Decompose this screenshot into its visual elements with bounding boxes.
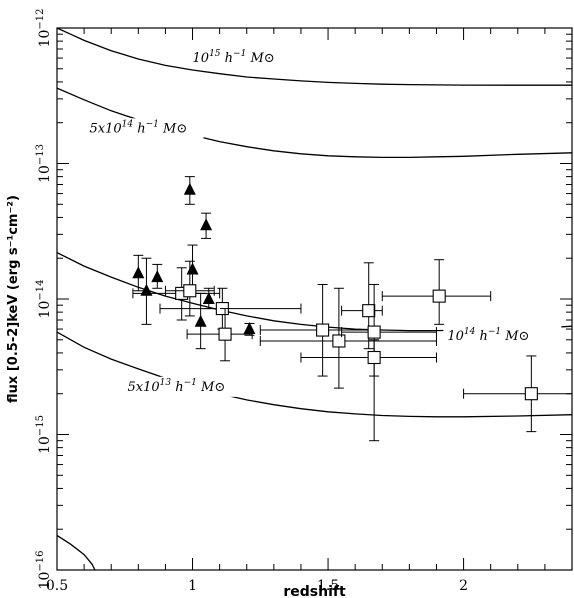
- square-point: [524, 387, 538, 401]
- triangle-point: [151, 270, 164, 283]
- triangle-point: [186, 262, 199, 275]
- y-tick-label: 10−13: [35, 144, 53, 183]
- triangle-point: [140, 283, 153, 296]
- x-tick-label: 2: [459, 578, 468, 594]
- curve-label: 1014 h−1 M⊙: [447, 327, 529, 344]
- square-point: [316, 323, 330, 337]
- curve-label-background: [188, 48, 307, 69]
- triangle-point: [194, 314, 207, 327]
- triangle-point: [200, 218, 213, 231]
- x-tick-label: 1.5: [317, 578, 339, 594]
- square-point: [332, 334, 346, 348]
- curve-label-background: [443, 325, 562, 346]
- x-axis-label: redshift: [283, 584, 346, 598]
- curve-label-background: [123, 376, 242, 397]
- curve-label-background: [85, 118, 204, 139]
- square-point: [218, 327, 232, 341]
- square-point: [367, 325, 381, 339]
- curve-label: 5x1014 h−1 M⊙: [90, 119, 188, 136]
- mass-limit-curve: [56, 331, 573, 418]
- y-axis-label: flux [0.5-2]keV (erg s⁻¹cm⁻²): [6, 195, 21, 403]
- x-tick-label: 1: [188, 578, 197, 594]
- y-tick-label: 10−12: [35, 9, 53, 48]
- x-tick-label: 0.5: [46, 578, 68, 594]
- triangle-point: [132, 266, 145, 279]
- y-tick-label: 10−14: [35, 280, 53, 319]
- square-point: [432, 289, 446, 303]
- mass-limit-curve: [56, 27, 572, 86]
- y-tick-label: 10−15: [35, 415, 53, 454]
- curve-label: 5x1013 h−1 M⊙: [127, 378, 225, 395]
- square-point: [367, 350, 381, 365]
- triangle-point: [183, 182, 196, 195]
- y-tick-label: 10−16: [35, 551, 53, 590]
- square-point: [183, 284, 197, 298]
- triangle-point: [202, 292, 215, 304]
- mass-limit-curve: [56, 534, 96, 571]
- plot-frame: [56, 27, 573, 571]
- curve-label: 1015 h−1 M⊙: [193, 49, 275, 66]
- square-point: [362, 304, 376, 318]
- mass-limit-curve: [56, 252, 573, 332]
